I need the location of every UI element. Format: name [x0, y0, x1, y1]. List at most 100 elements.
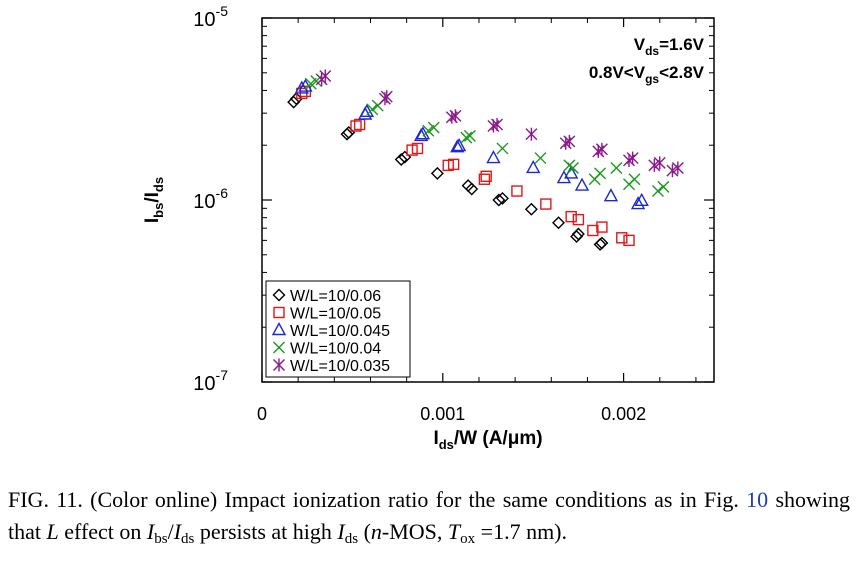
data-point-asterisk	[595, 142, 608, 156]
data-point-square	[596, 221, 608, 233]
data-point-asterisk	[380, 90, 393, 104]
data-point-x	[460, 131, 473, 144]
vds-main: V	[634, 35, 646, 54]
caption-slash: /	[167, 519, 174, 544]
caption-n: n	[370, 519, 382, 544]
legend-marker-square	[273, 306, 285, 319]
caption-ids2: I	[337, 519, 345, 544]
data-point-diamond	[552, 216, 566, 230]
legend-marker-x	[273, 341, 285, 354]
caption-figure-link[interactable]: 10	[746, 487, 769, 512]
caption-text-4: persists at high	[199, 519, 332, 544]
caption-text-7: =1.7 nm).	[480, 519, 568, 544]
data-point-triangle	[630, 196, 646, 210]
y-tick-label-base: 10	[193, 9, 215, 31]
x-axis-label-main: I	[433, 428, 438, 449]
caption-text-6: -MOS,	[381, 519, 443, 544]
vds-annotation: Vds=1.6V	[634, 35, 705, 58]
data-point-square	[480, 170, 492, 182]
data-point-diamond	[394, 152, 408, 166]
y-tick-label-exponent: -5	[216, 3, 229, 19]
data-point-asterisk	[653, 156, 666, 170]
data-point-square	[572, 213, 585, 226]
data-point-x	[566, 161, 579, 174]
y-axis-label-sub1: bs	[151, 203, 166, 218]
data-point-asterisk	[491, 117, 504, 131]
data-point-triangle	[451, 138, 467, 152]
x-tick-label: 0.001	[420, 404, 465, 424]
y-tick-label: 10-5	[193, 3, 228, 31]
figure-caption: FIG. 11. (Color online) Impact ionizatio…	[8, 484, 850, 548]
caption-text-5: (	[363, 519, 371, 544]
y-axis-label-mid: /I	[142, 192, 163, 203]
data-point-x	[594, 167, 607, 180]
data-point-diamond	[461, 179, 475, 193]
legend-label: W/L=10/0.04	[290, 341, 381, 358]
caption-text-1: (Color online) Impact ionization ratio f…	[90, 487, 739, 512]
data-point-square	[350, 120, 362, 132]
axis-ticks	[261, 17, 714, 383]
legend-label: W/L=10/0.06	[290, 288, 381, 305]
data-point-square	[623, 234, 635, 247]
caption-fig-label: FIG. 11.	[8, 487, 83, 512]
vgs-annotation: 0.8V<Vgs<2.8V	[589, 63, 705, 86]
data-point-triangle	[526, 159, 541, 174]
data-point-x	[463, 129, 476, 142]
y-axis-label-main: I	[142, 218, 163, 223]
caption-ids2-sub: ds	[344, 531, 359, 547]
data-point-x	[651, 185, 664, 198]
data-point-square	[478, 173, 491, 185]
data-point-square	[540, 198, 552, 210]
data-point-diamond	[593, 237, 607, 251]
data-point-x	[610, 161, 623, 174]
vds-sub: ds	[645, 44, 659, 58]
x-tick-label: 0	[257, 404, 267, 424]
data-point-asterisk	[671, 161, 684, 175]
legend-marker-triangle	[271, 322, 287, 336]
data-point-triangle	[486, 150, 501, 164]
data-point-asterisk	[563, 134, 576, 148]
legend-label: W/L=10/0.035	[290, 358, 390, 375]
legend: W/L=10/0.06W/L=10/0.05W/L=10/0.045W/L=10…	[265, 280, 411, 378]
caption-T-sub: ox	[460, 531, 476, 547]
y-axis-label-sub2: ds	[151, 177, 166, 192]
data-point-diamond	[570, 230, 584, 244]
caption-ids-sub: ds	[181, 531, 195, 547]
data-point-x	[422, 124, 435, 137]
data-point-x	[496, 142, 509, 155]
data-point-square	[616, 232, 628, 244]
data-point-asterisk	[449, 109, 462, 123]
data-point-x	[628, 173, 641, 186]
caption-L: L	[46, 519, 59, 544]
vgs-rest: <2.8V	[659, 63, 705, 82]
data-point-asterisk	[319, 69, 332, 83]
data-point-triangle	[450, 139, 465, 153]
y-tick-label-base: 10	[193, 373, 215, 395]
vgs-sub: gs	[645, 72, 659, 86]
x-axis-label-rest: /W (A/μm)	[454, 428, 543, 449]
data-point-diamond	[287, 95, 301, 109]
legend-marker-asterisk	[273, 358, 285, 372]
data-markers	[287, 69, 684, 251]
legend-label: W/L=10/0.05	[290, 306, 381, 323]
data-point-diamond	[465, 182, 479, 196]
data-point-square	[411, 142, 424, 155]
data-point-x	[366, 103, 379, 116]
data-point-x	[427, 121, 440, 134]
y-tick-label-base: 10	[193, 191, 215, 213]
data-point-diamond	[492, 193, 506, 207]
legend-marker-diamond	[272, 288, 286, 302]
y-axis-label: Ibs/Ids	[142, 177, 166, 223]
caption-text-3: effect on	[64, 519, 142, 544]
caption-ibs-sub: bs	[154, 531, 168, 547]
x-tick-label: 0.002	[601, 404, 646, 424]
data-point-diamond	[495, 191, 509, 205]
data-point-square	[565, 210, 577, 223]
data-point-diamond	[430, 166, 444, 180]
data-point-x	[563, 159, 576, 172]
y-tick-label-exponent: -7	[216, 367, 229, 383]
data-point-diamond	[524, 202, 538, 216]
data-point-asterisk	[626, 151, 639, 165]
x-axis-label-sub: ds	[439, 437, 454, 452]
data-point-triangle	[574, 177, 590, 191]
